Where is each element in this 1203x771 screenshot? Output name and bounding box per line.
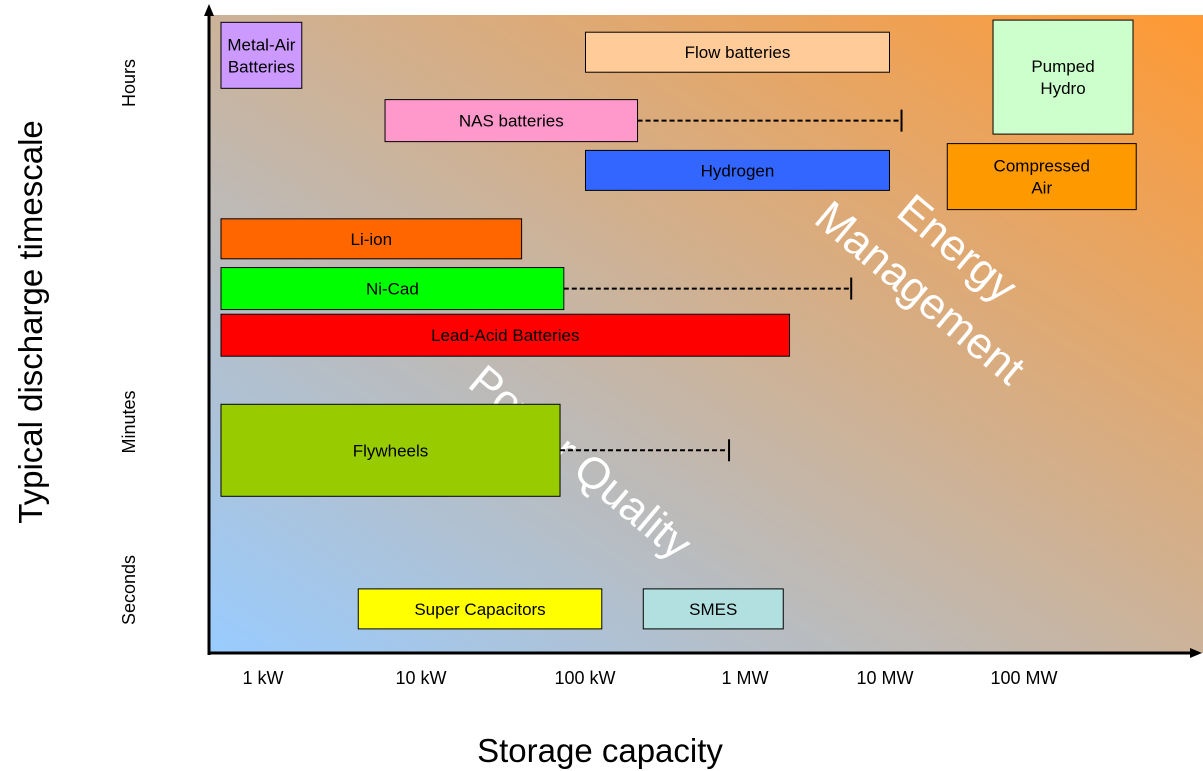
bar-group-1: Flow batteries [584,31,890,73]
bar-group-7: Ni-Cad [220,267,853,311]
bar-flow-batteries [584,31,890,73]
x-tick-label: 1 MW [722,668,769,688]
bar-label: Batteries [228,57,295,76]
y-axis-title: Typical discharge timescale [12,120,49,524]
bar-layer: Metal-Air Batteries Flow batteries Pumped Hy… [220,19,1137,630]
x-tick-label: 100 MW [990,668,1057,688]
y-axis-arrow [204,4,214,16]
bar-group-5: Compressed Air [946,143,1137,211]
y-tick-label: Hours [119,59,139,107]
bar-flywheels [220,403,561,497]
bar-label: Flywheels [353,441,429,460]
bar-label: Ni-Cad [366,280,419,299]
bar-label: Hydro [1040,79,1085,98]
bar-ni-cad [220,267,565,311]
x-tick-label: 100 kW [554,668,615,688]
bar-group-10: Super Capacitors [357,588,603,630]
bar-label: NAS batteries [459,112,564,131]
tick-layer: 1 kW 10 kW 100 kW 1 MW 10 MW 100 MW Seconds Min… [119,59,1058,688]
x-tick-label: 1 kW [242,668,283,688]
bar-pumped-hydro [992,19,1134,135]
bar-label: Metal-Air [227,35,295,54]
bar-label: Air [1031,179,1052,198]
bar-label: SMES [689,600,737,619]
x-axis-title: Storage capacity [477,732,723,769]
bar-super-capacitors [357,588,603,630]
bar-label: Compressed [994,157,1090,176]
bar-group-3: NAS batteries [384,99,903,143]
x-tick-label: 10 MW [856,668,913,688]
bar-group-2: Pumped Hydro [992,19,1134,135]
bar-nas-batteries [384,99,639,143]
x-tick-label: 10 kW [395,668,446,688]
bar-li-ion [220,218,523,260]
bar-group-9: Flywheels [220,403,731,497]
bar-smes [642,588,784,630]
bar-label: Super Capacitors [414,600,545,619]
y-tick-label: Minutes [119,390,139,453]
bar-label: Li-ion [351,230,393,249]
bar-group-0: Metal-Air Batteries [220,21,303,89]
bar-label: Lead-Acid Batteries [431,326,579,345]
y-tick-label: Seconds [119,555,139,625]
bar-compressed-air [946,143,1137,211]
bar-group-4: Hydrogen [584,149,890,191]
bar-metal-air-batteries [220,21,303,89]
bar-label: Hydrogen [701,161,775,180]
bar-label: Flow batteries [685,43,791,62]
bar-group-8: Lead-Acid Batteries [220,313,791,357]
bar-label: Pumped [1031,57,1094,76]
bar-hydrogen [584,149,890,191]
bar-lead-acid-batteries [220,313,791,357]
bar-group-6: Li-ion [220,218,523,260]
bar-group-11: SMES [642,588,784,630]
x-axis-arrow [1190,648,1202,658]
